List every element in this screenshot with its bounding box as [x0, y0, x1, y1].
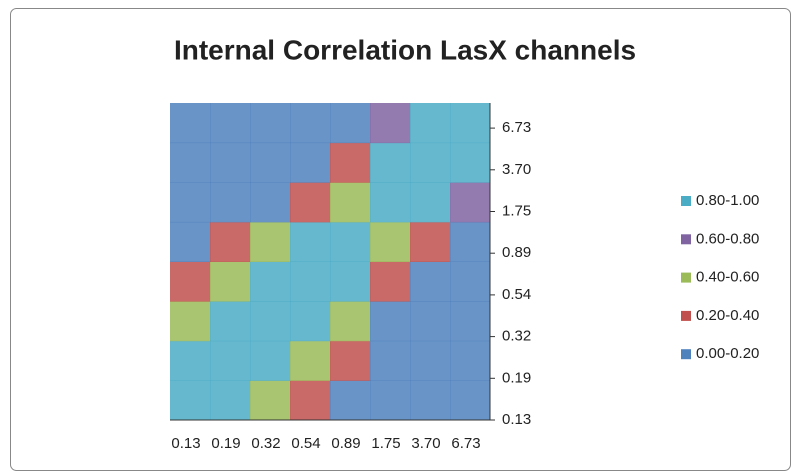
- y-tick-label: 1.75: [502, 202, 531, 219]
- x-tick-label: 0.54: [291, 435, 320, 452]
- surface-cell: [210, 103, 251, 144]
- surface-cell: [450, 261, 491, 302]
- legend-swatch: [681, 196, 691, 206]
- surface-cell: [450, 103, 491, 144]
- x-tick-label: 0.19: [211, 435, 240, 452]
- surface-cell: [290, 380, 331, 421]
- x-tick-label: 0.32: [251, 435, 280, 452]
- surface-cell: [290, 340, 331, 381]
- surface-cell: [370, 221, 411, 262]
- surface-cell: [250, 182, 291, 223]
- surface-cell: [370, 103, 411, 144]
- surface-cell: [170, 340, 211, 381]
- surface-cell: [410, 380, 451, 421]
- surface-cell: [210, 182, 251, 223]
- legend-swatch: [681, 310, 691, 321]
- y-tick-label: 0.13: [502, 411, 531, 428]
- surface-cell: [210, 340, 251, 381]
- y-tick-label: 6.73: [502, 119, 531, 136]
- surface-cell: [290, 221, 331, 262]
- surface-cell: [210, 221, 251, 262]
- surface-cell: [330, 103, 371, 144]
- surface-cell: [170, 103, 211, 144]
- surface-cell: [210, 380, 251, 421]
- y-tick-label: 0.32: [502, 328, 531, 345]
- surface-cell: [210, 301, 251, 342]
- surface-cell: [450, 221, 491, 262]
- surface-cell: [330, 142, 371, 183]
- x-tick-label: 0.13: [171, 435, 200, 452]
- surface-cell: [330, 380, 371, 421]
- surface-cell: [450, 340, 491, 381]
- surface-cell: [410, 103, 451, 144]
- y-tick-label: 0.89: [502, 244, 531, 261]
- surface-cell: [250, 380, 291, 421]
- surface-cell: [330, 182, 371, 223]
- surface-cell: [450, 182, 491, 223]
- surface-cell: [290, 182, 331, 223]
- y-tick-label: 3.70: [502, 161, 531, 178]
- surface-cell: [290, 103, 331, 144]
- y-tick-label: 0.19: [502, 369, 531, 386]
- surface-cell: [370, 301, 411, 342]
- surface-cell: [250, 221, 291, 262]
- surface-cell: [170, 221, 211, 262]
- surface-cell: [290, 261, 331, 302]
- y-tick-label: 0.54: [502, 286, 531, 303]
- surface-cell: [250, 340, 291, 381]
- surface-cell: [330, 340, 371, 381]
- x-tick-label: 0.89: [331, 435, 360, 452]
- surface-cell: [410, 261, 451, 302]
- surface-cell: [330, 221, 371, 262]
- surface-cell: [170, 301, 211, 342]
- surface-cell: [210, 142, 251, 183]
- surface-cell: [250, 301, 291, 342]
- surface-cell: [330, 301, 371, 342]
- surface-cell: [370, 142, 411, 183]
- surface-cell: [410, 340, 451, 381]
- legend-swatch: [681, 234, 691, 245]
- surface-cell: [410, 221, 451, 262]
- x-tick-label: 3.70: [411, 435, 440, 452]
- surface-cell: [170, 142, 211, 183]
- surface-cell: [370, 380, 411, 421]
- surface-cell: [330, 261, 371, 302]
- surface-cell: [450, 380, 491, 421]
- surface-cell: [370, 182, 411, 223]
- surface-cell: [370, 340, 411, 381]
- surface-cell: [250, 103, 291, 144]
- surface-cell: [170, 261, 211, 302]
- legend-label: 0.20-0.40: [696, 307, 759, 324]
- surface-cell: [250, 142, 291, 183]
- legend-swatch: [681, 349, 691, 360]
- legend-label: 0.60-0.80: [696, 230, 759, 247]
- surface-cell: [450, 142, 491, 183]
- surface-cell: [370, 261, 411, 302]
- surface-cell: [210, 261, 251, 302]
- surface-cell: [170, 182, 211, 223]
- legend-label: 0.80-1.00: [696, 192, 759, 209]
- x-tick-label: 1.75: [371, 435, 400, 452]
- surface-cell: [410, 142, 451, 183]
- legend-label: 0.00-0.20: [696, 345, 759, 362]
- surface-cell: [250, 261, 291, 302]
- chart-title: Internal Correlation LasX channels: [174, 34, 636, 65]
- surface-cell: [410, 182, 451, 223]
- legend-swatch: [681, 272, 691, 283]
- surface-cell: [170, 380, 211, 421]
- surface-cell: [290, 301, 331, 342]
- surface-cell: [450, 301, 491, 342]
- x-tick-label: 6.73: [451, 435, 480, 452]
- surface-cell: [410, 301, 451, 342]
- surface-cell: [290, 142, 331, 183]
- legend-label: 0.40-0.60: [696, 269, 759, 286]
